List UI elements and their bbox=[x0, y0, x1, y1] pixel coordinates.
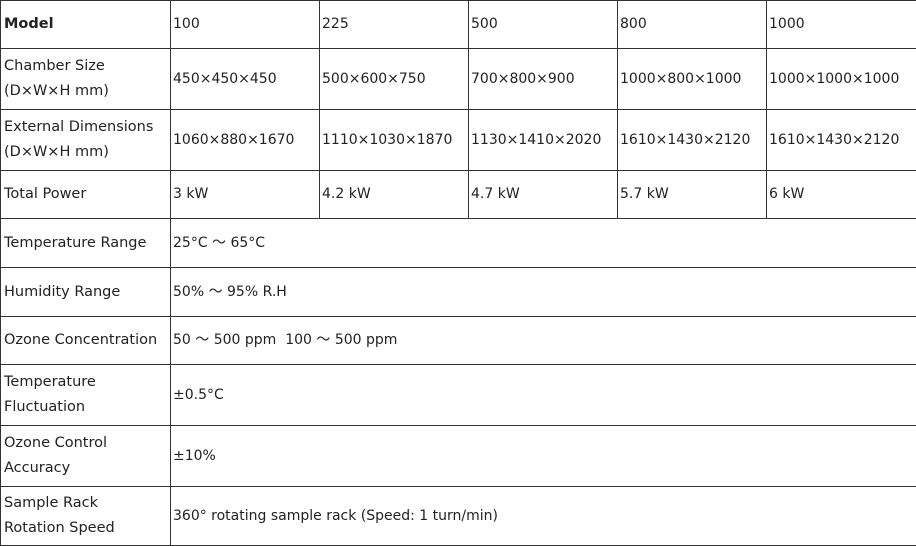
row-label: Humidity Range bbox=[0, 267, 171, 317]
cell: 5.7 kW bbox=[617, 170, 767, 219]
cell: 500×600×750 bbox=[319, 48, 469, 110]
cell: 4.7 kW bbox=[468, 170, 618, 219]
cell: 1130×1410×2020 bbox=[468, 109, 618, 171]
table-row: Temperature Range 25°C ～ 65°C bbox=[0, 218, 916, 268]
table-row: Model 100 225 500 800 1000 bbox=[0, 0, 916, 49]
table-row: Sample Rack Rotation Speed 360° rotating … bbox=[0, 486, 916, 546]
row-label: Ozone Concentration bbox=[0, 316, 171, 365]
table-row: Ozone Control Accuracy ±10% bbox=[0, 425, 916, 487]
cell: 1060×880×1670 bbox=[170, 109, 320, 171]
row-label: Total Power bbox=[0, 170, 171, 219]
cell: 50 ～ 500 ppm 100 ～ 500 ppm bbox=[170, 316, 916, 365]
cell: 1000×800×1000 bbox=[617, 48, 767, 110]
row-label: Temperature Fluctuation bbox=[0, 364, 171, 426]
row-label: Sample Rack Rotation Speed bbox=[0, 486, 171, 546]
cell: 4.2 kW bbox=[319, 170, 469, 219]
cell: 700×800×900 bbox=[468, 48, 618, 110]
row-label: External Dimensions (D×W×H mm) bbox=[0, 109, 171, 171]
cell: 100 bbox=[170, 0, 320, 49]
row-label: Chamber Size (D×W×H mm) bbox=[0, 48, 171, 110]
table-row: Chamber Size (D×W×H mm) 450×450×450 500×60… bbox=[0, 48, 916, 110]
cell: 450×450×450 bbox=[170, 48, 320, 110]
cell: ±10% bbox=[170, 425, 916, 487]
cell: 225 bbox=[319, 0, 469, 49]
cell: 3 kW bbox=[170, 170, 320, 219]
row-label: Model bbox=[0, 0, 171, 49]
cell: 25°C ～ 65°C bbox=[170, 218, 916, 268]
cell: ±0.5°C bbox=[170, 364, 916, 426]
cell: 1000 bbox=[766, 0, 916, 49]
table-row: Temperature Fluctuation ±0.5°C bbox=[0, 364, 916, 426]
table-row: Ozone Concentration 50 ～ 500 ppm 100 ～ 50… bbox=[0, 316, 916, 365]
cell: 360° rotating sample rack (Speed: 1 turn… bbox=[170, 486, 916, 546]
cell: 800 bbox=[617, 0, 767, 49]
cell: 6 kW bbox=[766, 170, 916, 219]
table-row: Total Power 3 kW 4.2 kW 4.7 kW 5.7 kW 6 kW bbox=[0, 170, 916, 219]
cell: 1610×1430×2120 bbox=[617, 109, 767, 171]
row-label: Temperature Range bbox=[0, 218, 171, 268]
cell: 500 bbox=[468, 0, 618, 49]
cell: 1000×1000×1000 bbox=[766, 48, 916, 110]
row-label: Ozone Control Accuracy bbox=[0, 425, 171, 487]
cell: 1110×1030×1870 bbox=[319, 109, 469, 171]
cell: 1610×1430×2120 bbox=[766, 109, 916, 171]
table-row: Humidity Range 50% ～ 95% R.H bbox=[0, 267, 916, 317]
cell: 50% ～ 95% R.H bbox=[170, 267, 916, 317]
table-row: External Dimensions (D×W×H mm) 1060×880×1… bbox=[0, 109, 916, 171]
